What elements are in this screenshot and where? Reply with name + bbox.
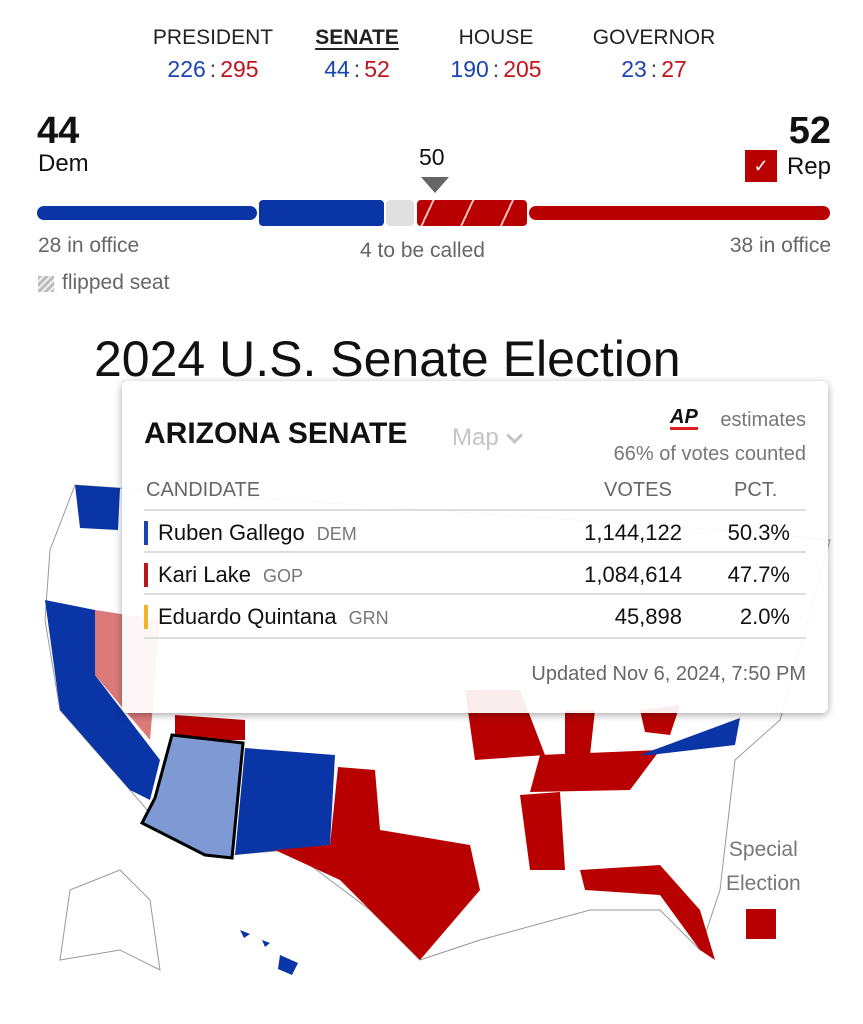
header-votes: VOTES xyxy=(604,479,672,501)
candidate-name: Eduardo Quintana xyxy=(158,604,337,629)
state-tx[interactable] xyxy=(275,767,480,960)
party-swatch xyxy=(144,521,148,545)
party-swatch xyxy=(144,563,148,587)
pct: 50.3% xyxy=(727,520,790,545)
tab-governor[interactable]: GOVERNOR 23:27 xyxy=(592,26,716,82)
state-fl[interactable] xyxy=(580,865,715,960)
map-selector[interactable]: Map xyxy=(452,424,523,452)
tab-senate[interactable]: SENATE 44:52 xyxy=(315,26,399,82)
map-selector-label: Map xyxy=(452,424,499,451)
rep-in-office: 38 in office xyxy=(729,234,831,257)
rep-won-bar xyxy=(417,200,527,226)
votes: 1,084,614 xyxy=(584,562,682,587)
tab-president[interactable]: PRESIDENT 226:295 xyxy=(152,26,274,82)
dem-in-office: 28 in office xyxy=(38,234,140,257)
state-ut-wy[interactable] xyxy=(175,715,245,740)
state-results-card: ARIZONA SENATE AP estimates 66% of votes… xyxy=(122,381,828,713)
winner-check-icon: ✓ xyxy=(745,150,777,182)
candidate-name: Ruben Gallego xyxy=(158,520,305,545)
state-in[interactable] xyxy=(565,710,595,760)
majority-marker-icon xyxy=(421,177,449,193)
pct: 2.0% xyxy=(739,604,790,629)
state-nm[interactable] xyxy=(235,748,335,855)
table-row[interactable]: Ruben Gallego DEM 1,144,122 50.3% xyxy=(144,509,806,553)
rep-in-office-bar xyxy=(529,206,830,220)
source-suffix: estimates xyxy=(720,409,806,431)
to-be-called: 4 to be called xyxy=(360,239,485,262)
rep-total: 52 xyxy=(788,110,831,152)
state-ms[interactable] xyxy=(520,792,565,870)
legend-line: Special xyxy=(728,838,798,861)
flipped-seat-icon xyxy=(38,276,54,292)
special-election-legend: Special Election xyxy=(726,833,801,901)
party: GOP xyxy=(262,566,303,586)
party: DEM xyxy=(316,524,357,544)
special-election-swatch xyxy=(746,909,776,939)
party: GRN xyxy=(348,608,389,628)
reporting-status: 66% of votes counted xyxy=(613,443,806,465)
state-wa[interactable] xyxy=(75,485,120,530)
state-tn[interactable] xyxy=(530,750,660,792)
table-row[interactable]: Eduardo Quintana GRN 45,898 2.0% xyxy=(144,593,806,639)
tab-house[interactable]: HOUSE 190:205 xyxy=(450,26,542,82)
card-title: ARIZONA SENATE xyxy=(144,417,408,450)
page-title: 2024 U.S. Senate Election xyxy=(94,331,681,387)
dem-total: 44 xyxy=(37,110,80,152)
undecided-bar xyxy=(386,200,414,226)
state-az[interactable] xyxy=(139,733,245,860)
dem-in-office-bar xyxy=(37,206,257,220)
state-ak[interactable] xyxy=(59,869,161,971)
header-pct: PCT. xyxy=(734,479,778,501)
party-swatch xyxy=(144,605,148,629)
majority-label: 50 xyxy=(419,144,445,170)
pct: 47.7% xyxy=(727,562,790,587)
rep-label: Rep xyxy=(786,153,831,180)
state-ca[interactable] xyxy=(45,600,160,800)
legend-line: Election xyxy=(726,872,801,895)
state-hi[interactable] xyxy=(240,930,298,975)
votes: 1,144,122 xyxy=(584,520,682,545)
votes: 45,898 xyxy=(614,604,682,629)
state-va[interactable] xyxy=(640,718,740,755)
candidate-name: Kari Lake xyxy=(158,562,251,587)
flipped-seat-legend: flipped seat xyxy=(62,271,170,294)
ap-logo: AP xyxy=(670,406,698,430)
table-row[interactable]: Kari Lake GOP 1,084,614 47.7% xyxy=(144,551,806,595)
dem-label: Dem xyxy=(38,150,89,177)
header-candidate: CANDIDATE xyxy=(146,479,261,501)
dem-won-bar xyxy=(259,200,384,226)
updated-timestamp: Updated Nov 6, 2024, 7:50 PM xyxy=(531,663,806,685)
